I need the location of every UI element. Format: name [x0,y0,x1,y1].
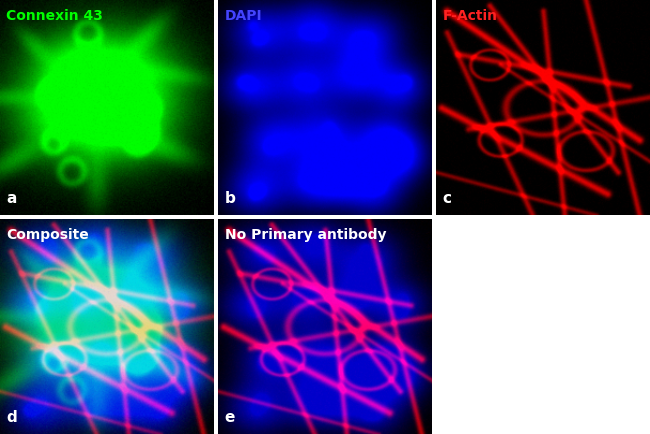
Text: F-Actin: F-Actin [443,9,498,23]
Text: Connexin 43: Connexin 43 [6,9,103,23]
Text: DAPI: DAPI [224,9,262,23]
Text: a: a [6,191,17,206]
Text: Composite: Composite [6,228,89,242]
Text: d: d [6,411,17,425]
Text: e: e [224,411,235,425]
Text: No Primary antibody: No Primary antibody [224,228,386,242]
Text: c: c [443,191,452,206]
Text: b: b [224,191,235,206]
